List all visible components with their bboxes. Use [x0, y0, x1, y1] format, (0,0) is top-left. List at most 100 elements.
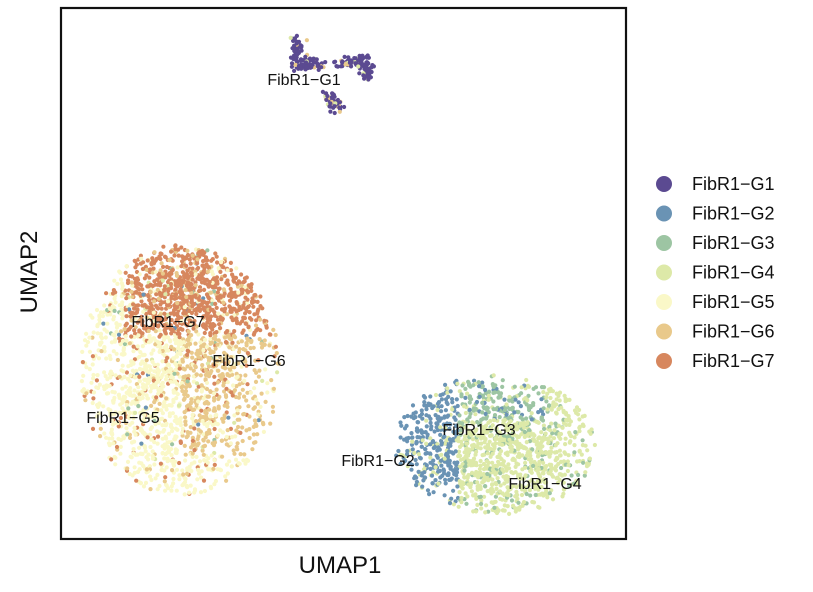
data-point	[137, 354, 142, 359]
data-point	[516, 409, 521, 415]
data-point	[292, 36, 298, 41]
data-point	[212, 374, 217, 379]
data-point	[319, 65, 324, 70]
data-point	[168, 323, 173, 328]
data-point	[120, 386, 125, 391]
data-point	[138, 480, 143, 486]
data-point	[240, 330, 245, 335]
data-point	[166, 363, 172, 368]
data-point	[198, 307, 203, 312]
data-point	[170, 411, 175, 416]
data-point	[148, 474, 153, 479]
data-point	[366, 61, 371, 66]
data-point	[550, 431, 555, 436]
data-point	[433, 465, 438, 470]
data-point	[194, 388, 199, 393]
data-point	[425, 488, 431, 493]
data-point	[127, 415, 132, 420]
data-point	[531, 500, 537, 505]
data-point	[507, 398, 512, 403]
data-point	[84, 343, 89, 348]
data-point	[158, 268, 163, 273]
data-point	[194, 419, 199, 424]
data-point	[495, 476, 500, 481]
data-point	[340, 60, 345, 65]
data-point	[580, 414, 585, 419]
data-point	[424, 407, 429, 412]
data-point	[230, 340, 235, 345]
data-point	[519, 492, 525, 498]
data-point	[191, 407, 197, 412]
data-point	[133, 432, 138, 437]
data-point	[463, 491, 468, 496]
data-point	[198, 490, 204, 495]
data-point	[560, 473, 565, 478]
data-point	[199, 475, 204, 480]
data-point	[117, 395, 122, 400]
data-point	[106, 391, 111, 396]
data-point	[443, 426, 448, 431]
data-point	[491, 373, 496, 378]
data-point	[166, 287, 171, 292]
legend: FibR1−G1FibR1−G2FibR1−G3FibR1−G4FibR1−G5…	[656, 174, 775, 371]
data-point	[164, 436, 169, 441]
data-point	[527, 479, 532, 484]
data-point	[178, 326, 183, 331]
data-point	[127, 435, 133, 440]
data-point	[243, 461, 248, 466]
data-point	[202, 488, 207, 494]
data-point	[182, 309, 187, 314]
data-point	[508, 445, 513, 450]
data-point	[205, 460, 210, 465]
data-point	[212, 323, 217, 328]
data-point	[508, 442, 513, 447]
data-point	[172, 253, 177, 258]
data-point	[236, 461, 241, 466]
data-point	[269, 378, 274, 383]
data-point	[467, 400, 472, 405]
data-point	[422, 400, 427, 405]
data-point	[528, 493, 533, 498]
data-point	[168, 366, 174, 372]
data-point	[159, 375, 164, 380]
data-point	[423, 447, 428, 452]
data-point	[465, 449, 470, 455]
data-point	[557, 390, 563, 395]
data-point	[236, 424, 241, 430]
data-point	[435, 421, 440, 427]
data-point	[139, 441, 144, 446]
plot-frame	[59, 6, 628, 541]
data-point	[352, 56, 357, 61]
data-point	[292, 43, 297, 48]
data-point	[127, 274, 132, 279]
data-point	[514, 489, 519, 494]
data-point	[221, 287, 226, 292]
data-point	[245, 336, 250, 341]
data-point	[201, 251, 206, 256]
data-point	[127, 341, 132, 346]
data-point	[157, 290, 163, 295]
data-point	[139, 319, 144, 324]
x-axis-title: UMAP1	[299, 552, 382, 579]
data-point	[94, 378, 99, 383]
data-point	[584, 461, 590, 466]
data-point	[165, 299, 171, 304]
data-point	[186, 274, 191, 279]
data-point	[81, 373, 86, 378]
data-point	[107, 443, 112, 448]
data-point	[227, 304, 232, 309]
data-point	[451, 468, 456, 473]
data-point	[90, 335, 95, 340]
data-point	[245, 351, 250, 356]
data-point	[111, 400, 116, 405]
data-point	[299, 66, 304, 71]
data-point	[230, 435, 235, 440]
data-point	[120, 363, 125, 368]
data-point	[197, 288, 202, 294]
data-point	[98, 310, 104, 315]
data-point	[587, 429, 592, 434]
data-point	[184, 294, 189, 300]
data-point	[129, 334, 134, 339]
data-point	[439, 438, 444, 443]
data-point	[104, 385, 109, 390]
